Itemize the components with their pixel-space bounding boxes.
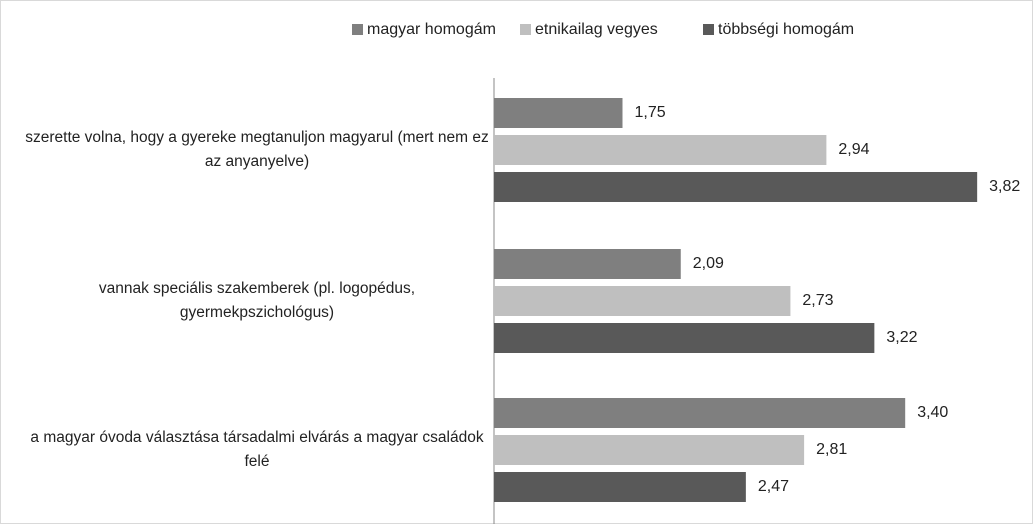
bar: [494, 286, 791, 316]
value-label: 2,81: [816, 441, 847, 458]
value-label: 1,75: [635, 104, 666, 121]
category-label: vannak speciális szakemberek (pl. logopé…: [98, 280, 416, 321]
bar: [494, 135, 827, 165]
value-label: 3,82: [989, 178, 1020, 195]
legend-swatch: [352, 24, 363, 35]
value-label: 2,09: [693, 255, 724, 272]
bar: [494, 435, 805, 465]
legend-label: magyar homogám: [367, 21, 496, 38]
bar: [494, 98, 623, 128]
value-label: 3,40: [917, 404, 948, 421]
category-label: a magyar óvoda választása társadalmi elv…: [30, 429, 484, 470]
bar: [494, 472, 746, 502]
bar: [494, 249, 681, 279]
legend-label: etnikailag vegyes: [535, 21, 658, 38]
category-label: szerette volna, hogy a gyereke megtanulj…: [25, 129, 489, 170]
bar: [494, 323, 875, 353]
bar: [494, 172, 978, 202]
value-label: 3,22: [886, 329, 917, 346]
legend-label: többségi homogám: [718, 21, 854, 38]
value-label: 2,94: [838, 141, 869, 158]
legend-swatch: [703, 24, 714, 35]
legend-swatch: [520, 24, 531, 35]
value-label: 2,47: [758, 478, 789, 495]
bar: [494, 398, 906, 428]
value-label: 2,73: [802, 292, 833, 309]
